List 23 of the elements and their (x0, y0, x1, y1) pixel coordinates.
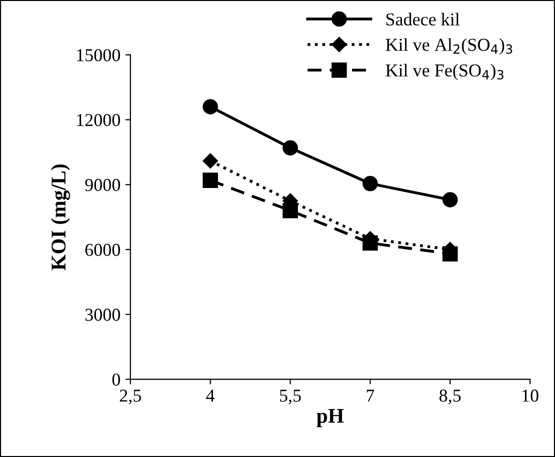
y-tick-label: 6000 (85, 244, 120, 256)
x-tick-label: 5,5 (280, 390, 301, 404)
point (202, 153, 218, 168)
point (362, 176, 378, 192)
x-axis-title: pH (316, 409, 344, 428)
legend-label: Kil ve Fe(SO$_{4}$)$_{3}$ (386, 64, 504, 80)
x-tick-label: 7 (366, 390, 374, 402)
legend-label: Sadece kil (386, 12, 460, 26)
legend-label: Kil ve Al$_{2}$(SO$_{4}$)$_{3}$ (386, 38, 512, 55)
point (442, 192, 458, 208)
x-tick-label: 8,5 (440, 390, 461, 404)
y-tick-label: 0 (112, 374, 120, 386)
y-tick-label: 9000 (85, 178, 120, 192)
y-tick-label: 3000 (85, 308, 120, 321)
point (202, 99, 218, 114)
point (282, 140, 298, 156)
x-tick-label: 2,5 (120, 390, 142, 404)
y-tick-label: 12000 (77, 114, 120, 126)
y-axis-title: KOI (mg/L) (50, 164, 70, 270)
x-tick-label: 4 (206, 390, 215, 402)
y-tick-label: 15000 (77, 49, 120, 62)
x-tick-label: 10 (522, 390, 538, 402)
point (202, 172, 218, 188)
